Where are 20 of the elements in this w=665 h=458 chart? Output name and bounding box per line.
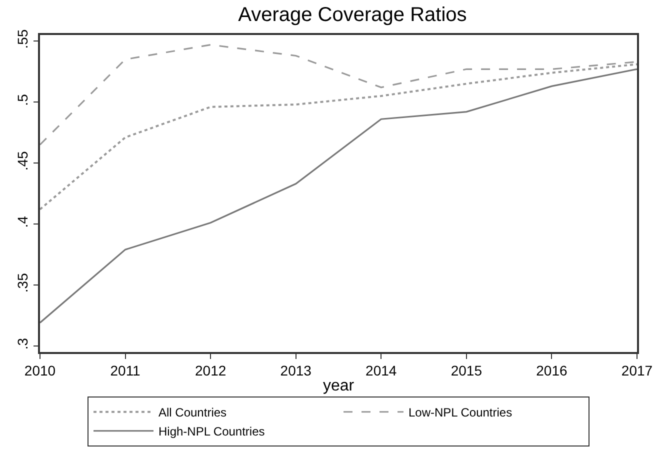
y-tick-label: .5 xyxy=(14,94,31,106)
x-tick-label: 2011 xyxy=(110,362,141,379)
line-series xyxy=(40,68,637,324)
y-tick-label: .35 xyxy=(14,272,31,293)
y-tick-label: .4 xyxy=(14,216,31,228)
legend-label: High-NPL Countries xyxy=(158,424,265,439)
x-axis-title: year xyxy=(322,378,355,395)
x-tick-label: 2016 xyxy=(536,362,568,379)
x-tick-label: 2017 xyxy=(621,362,653,379)
legend-label: Low-NPL Countries xyxy=(408,406,512,420)
y-tick-label: .45 xyxy=(14,150,31,171)
x-tick-label: 2012 xyxy=(194,362,226,379)
x-tick-label: 2013 xyxy=(280,362,312,379)
legend-label: All Countries xyxy=(158,406,227,420)
x-tick-label: 2010 xyxy=(24,362,56,379)
y-tick-label: .55 xyxy=(14,29,31,49)
chart-title: Average Coverage Ratios xyxy=(238,4,467,26)
x-tick-label: 2014 xyxy=(366,362,397,379)
x-tick-label: 2015 xyxy=(450,362,482,379)
y-tick-label: .3 xyxy=(14,338,31,350)
